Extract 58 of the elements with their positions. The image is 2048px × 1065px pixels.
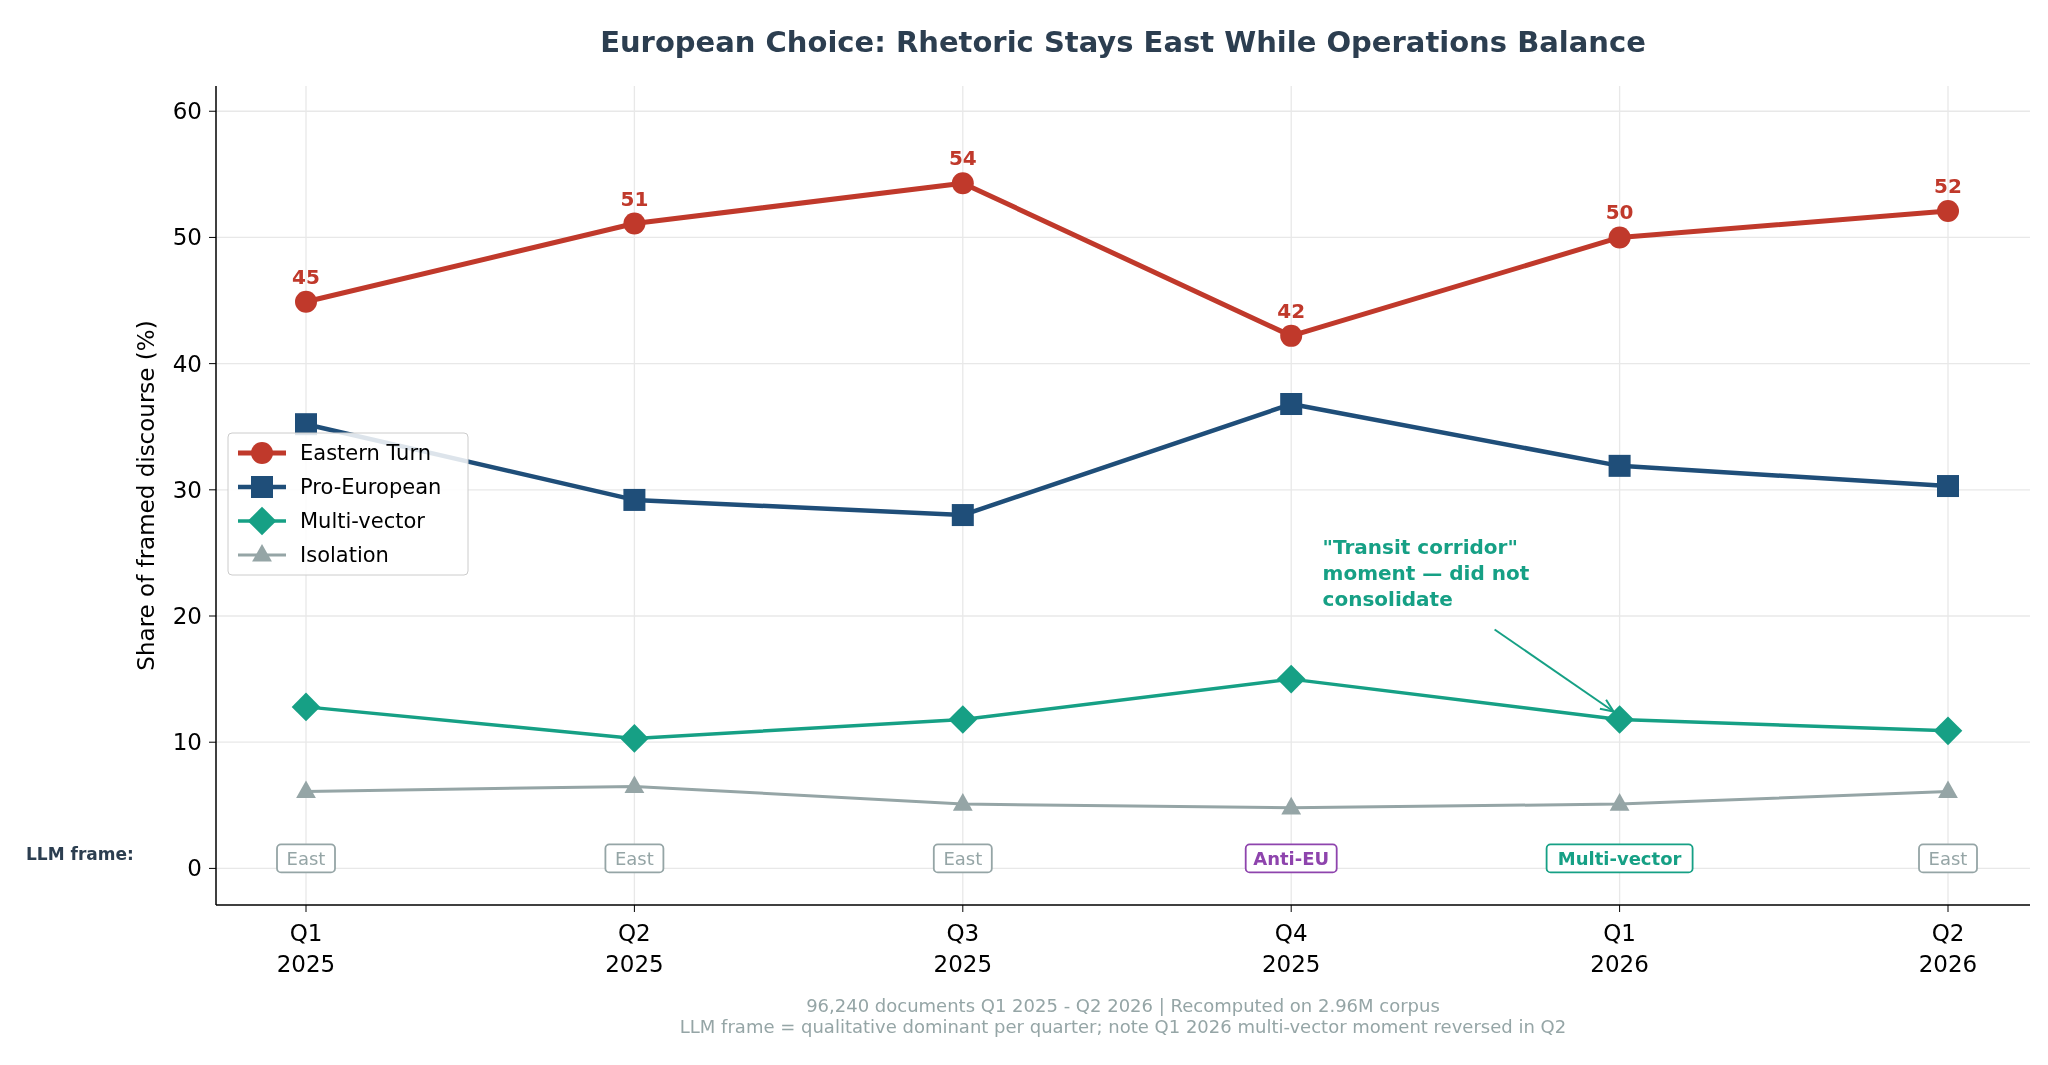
data-label: 51 <box>620 186 649 211</box>
annotation: "Transit corridor" moment — did not consolidate <box>1322 535 1530 612</box>
point <box>1937 475 1959 498</box>
y-tick-label: 40 <box>172 350 202 377</box>
text: 96,240 documents Q1 2025 - Q2 2026 | Recomputed on 2.96M corpus <box>806 995 1440 1016</box>
point <box>1281 796 1302 815</box>
point <box>296 780 316 799</box>
annotation: East <box>1928 847 1968 869</box>
point <box>1605 705 1634 734</box>
x-tick-label: Q4 2025 <box>1261 920 1321 977</box>
annotation: Anti-EU <box>1253 847 1330 869</box>
legend-label: Eastern Turn <box>300 441 432 466</box>
y-tick-label: 30 <box>172 476 202 503</box>
point <box>624 775 645 793</box>
legend-label: Multi-vector <box>300 509 426 534</box>
point <box>948 705 978 734</box>
point <box>1276 664 1306 694</box>
data-label: 54 <box>948 146 977 171</box>
text: LLM frame: <box>26 844 134 865</box>
chart-title: European Choice: Rhetoric Stays East While Operations Balance <box>600 25 1646 59</box>
point <box>952 793 973 811</box>
point <box>623 488 646 511</box>
point <box>1280 393 1303 416</box>
point <box>1937 199 1959 222</box>
data-label: 52 <box>1934 173 1962 198</box>
x-tick-label: Q2 2026 <box>1918 920 1978 977</box>
y-tick-label: 0 <box>187 855 202 882</box>
point <box>1609 793 1630 811</box>
data-label: 42 <box>1277 298 1306 323</box>
x-tick-label: Q3 2025 <box>933 920 993 977</box>
annotation: East <box>286 847 326 869</box>
annotation: Multi-vector <box>1557 847 1682 869</box>
y-tick-label: 60 <box>172 98 202 125</box>
legend-label: Pro-European <box>300 475 442 500</box>
point <box>620 724 649 753</box>
point <box>1608 226 1631 249</box>
point <box>1280 324 1303 347</box>
y-tick-label: 20 <box>172 603 202 630</box>
text: LLM frame = qualitative dominant per quarter; note Q1 2026 multi-vector moment reversed in Q2 <box>679 1016 1567 1037</box>
point <box>951 504 974 527</box>
y-axis-title: Share of framed discourse (%) <box>133 320 159 671</box>
point <box>1938 780 1958 799</box>
x-tick-label: Q1 2025 <box>276 920 336 977</box>
annotation: East <box>943 847 983 869</box>
x-tick-label: Q2 2025 <box>605 920 664 977</box>
legend-label: Isolation <box>300 543 389 568</box>
point <box>951 172 974 195</box>
point <box>291 692 321 722</box>
y-tick-label: 50 <box>172 224 202 251</box>
y-tick-label: 10 <box>172 729 202 756</box>
point <box>623 212 646 235</box>
data-label: 45 <box>292 264 320 289</box>
point <box>1608 454 1631 477</box>
x-tick-label: Q1 2026 <box>1590 920 1649 977</box>
point <box>1933 716 1963 746</box>
data-label: 50 <box>1605 200 1634 225</box>
point <box>295 290 317 313</box>
annotation: East <box>614 847 654 869</box>
